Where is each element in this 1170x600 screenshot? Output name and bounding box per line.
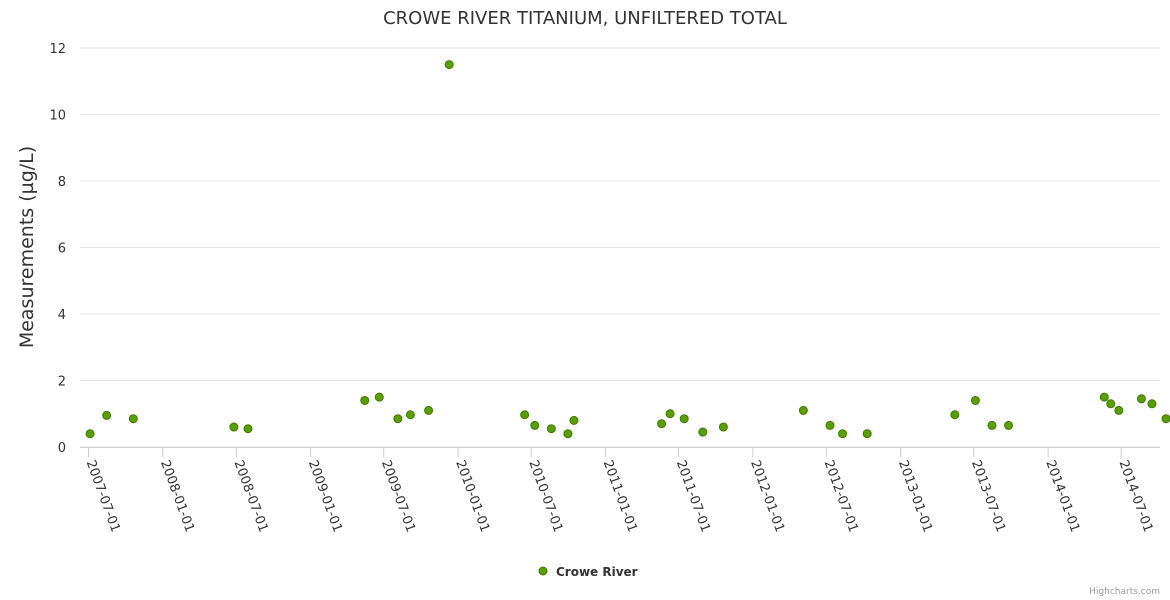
x-tick-label: 2011-07-01 <box>673 458 713 534</box>
data-point[interactable] <box>569 415 579 425</box>
y-tick-label: 4 <box>58 308 66 323</box>
data-point[interactable] <box>665 409 675 419</box>
y-tick-label: 6 <box>58 242 66 257</box>
data-point[interactable] <box>520 410 530 420</box>
data-point[interactable] <box>698 427 708 437</box>
data-point[interactable] <box>679 414 689 424</box>
data-point[interactable] <box>1161 414 1170 424</box>
data-point[interactable] <box>1106 399 1116 409</box>
data-point[interactable] <box>838 429 848 439</box>
data-point[interactable] <box>1004 420 1014 430</box>
legend-label: Crowe River <box>556 565 638 579</box>
credits-link[interactable]: Highcharts.com <box>1089 587 1160 597</box>
data-point[interactable] <box>102 410 112 420</box>
data-point[interactable] <box>229 422 239 432</box>
x-tick-label: 2010-01-01 <box>452 458 492 534</box>
data-point[interactable] <box>393 414 403 424</box>
gridlines <box>80 47 1160 448</box>
chart-title: CROWE RIVER TITANIUM, UNFILTERED TOTAL <box>383 8 787 29</box>
data-point[interactable] <box>424 405 434 415</box>
x-tick-label: 2013-07-01 <box>968 458 1008 534</box>
data-point[interactable] <box>360 395 370 405</box>
x-axis: 2007-07-01 2008-01-01 2008-07-01 2009-01-01… <box>80 447 1160 534</box>
x-tick-label: 2010-07-01 <box>525 458 565 534</box>
y-axis-label: Measurements (µg/L) <box>16 146 38 348</box>
data-point[interactable] <box>530 420 540 430</box>
x-tick-label: 2007-07-01 <box>83 458 123 534</box>
x-tick-label: 2014-01-01 <box>1042 458 1082 534</box>
data-point[interactable] <box>950 410 960 420</box>
y-tick-label: 0 <box>58 441 66 456</box>
data-point[interactable] <box>970 395 980 405</box>
data-point[interactable] <box>444 60 454 70</box>
data-point[interactable] <box>1114 405 1124 415</box>
x-tick-label: 2011-01-01 <box>600 458 640 534</box>
data-point[interactable] <box>1136 394 1146 404</box>
x-tick-label: 2012-07-01 <box>821 458 861 534</box>
y-tick-label: 12 <box>49 42 66 57</box>
y-tick-label: 2 <box>58 375 66 390</box>
x-tick-label: 2008-07-01 <box>231 458 271 534</box>
x-tick-label: 2013-01-01 <box>895 458 935 534</box>
x-tick-label: 2014-07-01 <box>1115 458 1155 534</box>
data-point[interactable] <box>546 424 556 434</box>
x-tick-label: 2012-01-01 <box>747 458 787 534</box>
data-point[interactable] <box>718 422 728 432</box>
data-point[interactable] <box>405 410 415 420</box>
data-point[interactable] <box>128 414 138 424</box>
legend[interactable]: Crowe River <box>538 565 638 579</box>
legend-marker <box>538 566 548 576</box>
data-point[interactable] <box>563 429 573 439</box>
data-point[interactable] <box>1147 399 1157 409</box>
data-point[interactable] <box>798 405 808 415</box>
data-point[interactable] <box>1099 392 1109 402</box>
data-point[interactable] <box>862 429 872 439</box>
data-point[interactable] <box>987 420 997 430</box>
data-point[interactable] <box>825 420 835 430</box>
x-tick-label: 2009-07-01 <box>378 458 418 534</box>
data-point[interactable] <box>374 392 384 402</box>
data-point[interactable] <box>243 424 253 434</box>
y-tick-label: 8 <box>58 175 66 190</box>
x-tick-label: 2009-01-01 <box>305 458 345 534</box>
data-point[interactable] <box>657 419 667 429</box>
data-point[interactable] <box>85 429 95 439</box>
data-points <box>85 60 1170 439</box>
x-tick-label: 2008-01-01 <box>157 458 197 534</box>
y-axis-ticks: 0 2 4 6 8 10 12 <box>49 42 66 456</box>
y-tick-label: 10 <box>49 109 66 124</box>
